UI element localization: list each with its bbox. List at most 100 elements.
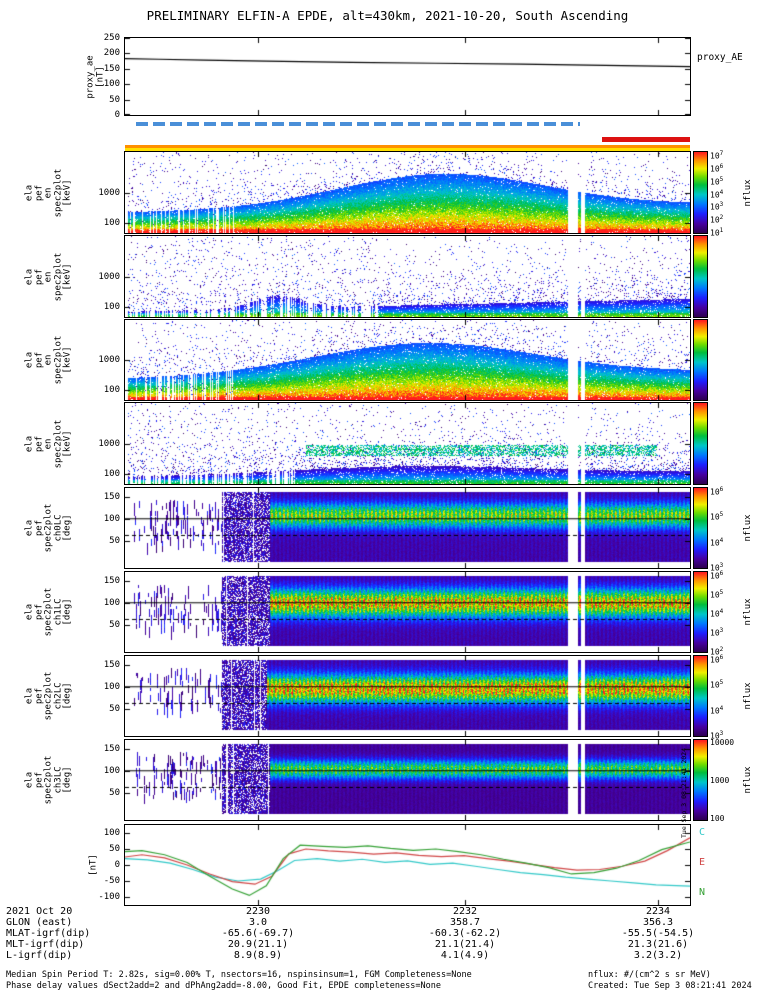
pitch-spec-ch0-colorbar-unit: nflux	[741, 488, 755, 568]
colorbar-exponent: 2	[719, 213, 724, 221]
colorbar-tick-label: 107	[710, 150, 724, 162]
colorbar-exponent: 4	[719, 704, 724, 712]
pitch-spec-ch0-colorbar	[693, 487, 708, 569]
pitch-spec-ch2-colorbar-canvas	[694, 656, 707, 736]
annotation-value: 358.7	[449, 917, 481, 928]
y-tick-label: 1000	[98, 187, 120, 198]
colorbar-tick-label: 102	[710, 213, 724, 225]
colorbar-exponent: 4	[719, 608, 724, 615]
pitch-spec-ch2-canvas	[125, 656, 690, 736]
energy-spec-0-y-axis-title-text: ela pef en spec2plot [keV]	[24, 168, 73, 217]
colorbar-tick-label: 10000	[710, 738, 735, 748]
energy-spec-0-panel	[124, 151, 691, 234]
annotation-value: -55.5(-54.5)	[621, 928, 695, 939]
pitch-spec-ch3-colorbar-canvas	[694, 740, 707, 820]
energy-spec-2-y-axis-title: ela pef en spec2plot [keV]	[22, 320, 76, 400]
colorbar-exponent: 3	[719, 201, 724, 209]
energy-spec-2-y-axis-title-text: ela pef en spec2plot [keV]	[24, 335, 73, 385]
bfield-y-axis-title-text: [nT]	[88, 854, 99, 876]
colorbar-tick-label: 106	[710, 163, 724, 174]
colorbar-tick-label: 103	[710, 201, 724, 212]
x-tick-label: 2230	[245, 906, 271, 917]
colorbar-tick-label: 104	[710, 536, 724, 548]
pitch-spec-ch2-panel	[124, 655, 691, 737]
availability-bar-orange	[125, 145, 690, 148]
energy-spec-3-y-axis-title-text: ela pef en spec2plot [keV]	[24, 419, 73, 468]
colorbar-tick-label: 100	[710, 813, 725, 823]
energy-spec-3-y-axis-title: ela pef en spec2plot [keV]	[22, 403, 76, 484]
colorbar-exponent: 5	[719, 511, 724, 519]
energy-spec-0-canvas	[125, 152, 690, 233]
colorbar-tick-label: 101	[710, 226, 724, 238]
y-tick-label: 100	[103, 218, 120, 229]
annotation-value: 21.1(21.4)	[434, 939, 496, 950]
energy-spec-2-panel	[124, 319, 691, 401]
energy-spec-1-canvas	[125, 236, 690, 317]
y-tick-label: 100	[103, 79, 120, 90]
colorbar-tick-label: 104	[710, 608, 724, 619]
pitch-spec-ch2-colorbar-unit: nflux	[741, 656, 755, 736]
proxy-ae-y-axis-title: proxy_ae [nT]	[74, 38, 118, 115]
colorbar-exponent: 2	[719, 645, 724, 653]
pitch-spec-ch1-y-axis-title-text: ela pef spec2plot ch1LC [deg]	[24, 587, 73, 637]
colorbar-exponent: 3	[719, 626, 724, 634]
pitch-spec-ch2-y-axis-title: ela pef spec2plot ch2LC [deg]	[22, 656, 76, 736]
y-tick-label: 50	[109, 94, 120, 105]
colorbar-exponent: 5	[719, 589, 724, 597]
pitch-spec-ch1-colorbar	[693, 571, 708, 653]
colorbar-exponent: 3	[719, 561, 724, 569]
energy-spec-2-canvas	[125, 320, 690, 400]
y-tick-label: 150	[103, 659, 120, 670]
colorbar-tick-label: 103	[710, 626, 724, 638]
footer-median-spin-text: Median Spin Period T: 2.82s, sig=0.00% T…	[6, 970, 472, 980]
y-tick-label: 50	[109, 787, 120, 798]
energy-spec-0-colorbar-canvas	[694, 152, 707, 233]
colorbar-exponent: 3	[719, 729, 724, 737]
y-tick-label: 100	[103, 765, 120, 776]
pitch-spec-ch3-canvas	[125, 740, 690, 820]
y-tick-label: 50	[109, 535, 120, 546]
colorbar-tick-label: 103	[710, 561, 724, 573]
y-tick-label: 150	[103, 743, 120, 754]
footer-phase-delay-text: Phase delay values dSect2add=2 and dPhAn…	[6, 981, 441, 991]
colorbar-tick-label: 106	[710, 570, 724, 582]
pitch-spec-ch0-y-axis-title-text: ela pef spec2plot ch0LC [deg]	[24, 503, 73, 553]
pitch-spec-ch1-canvas	[125, 572, 690, 652]
plot-title: PRELIMINARY ELFIN-A EPDE, alt=430km, 202…	[146, 8, 629, 23]
energy-spec-1-y-axis-title-text: ela pef en spec2plot [keV]	[24, 252, 73, 301]
pitch-spec-ch2-colorbar	[693, 655, 708, 737]
bfield-y-axis-title: [nT]	[84, 825, 104, 905]
energy-spec-3-colorbar	[693, 402, 708, 485]
y-tick-label: 50	[109, 619, 120, 630]
bfield-panel	[124, 824, 691, 906]
energy-spec-2-colorbar	[693, 319, 708, 401]
pitch-spec-ch3-colorbar-unit-text: nflux	[743, 766, 753, 794]
colorbar-exponent: 5	[719, 175, 724, 183]
annotation-value: 8.9(8.9)	[233, 950, 283, 961]
y-tick-label: 100	[103, 513, 120, 524]
pitch-spec-ch0-colorbar-canvas	[694, 488, 707, 568]
energy-spec-0-y-axis-title: ela pef en spec2plot [keV]	[22, 152, 76, 233]
annotation-value: -65.6(-69.7)	[221, 928, 295, 939]
colorbar-exponent: 4	[719, 188, 724, 196]
energy-spec-2-colorbar-canvas	[694, 320, 707, 400]
y-tick-label: -100	[98, 892, 120, 902]
energy-spec-0-colorbar-unit-text: nflux	[743, 178, 753, 207]
y-tick-label: 0	[114, 860, 120, 870]
series-label-C: C	[699, 827, 706, 838]
annotation-value: 3.2(3.2)	[633, 950, 683, 961]
time-axis-date-label: 2021 Oct 20	[6, 906, 73, 917]
y-tick-label: 100	[103, 385, 120, 396]
y-tick-label: 100	[103, 597, 120, 608]
side-timestamp-text: Tue Sep 3 08:21:41 2024	[680, 747, 688, 838]
colorbar-tick-label: 105	[710, 511, 724, 523]
pitch-spec-ch1-colorbar-unit: nflux	[741, 572, 755, 652]
y-tick-label: -50	[103, 876, 120, 886]
colorbar-exponent: 4	[719, 536, 724, 544]
colorbar-exponent: 5	[719, 679, 724, 687]
pitch-spec-ch2-y-axis-title-text: ela pef spec2plot ch2LC [deg]	[24, 671, 73, 721]
x-tick-label: 2232	[452, 906, 478, 917]
y-tick-label: 150	[103, 575, 120, 586]
y-tick-label: 100	[103, 302, 120, 313]
